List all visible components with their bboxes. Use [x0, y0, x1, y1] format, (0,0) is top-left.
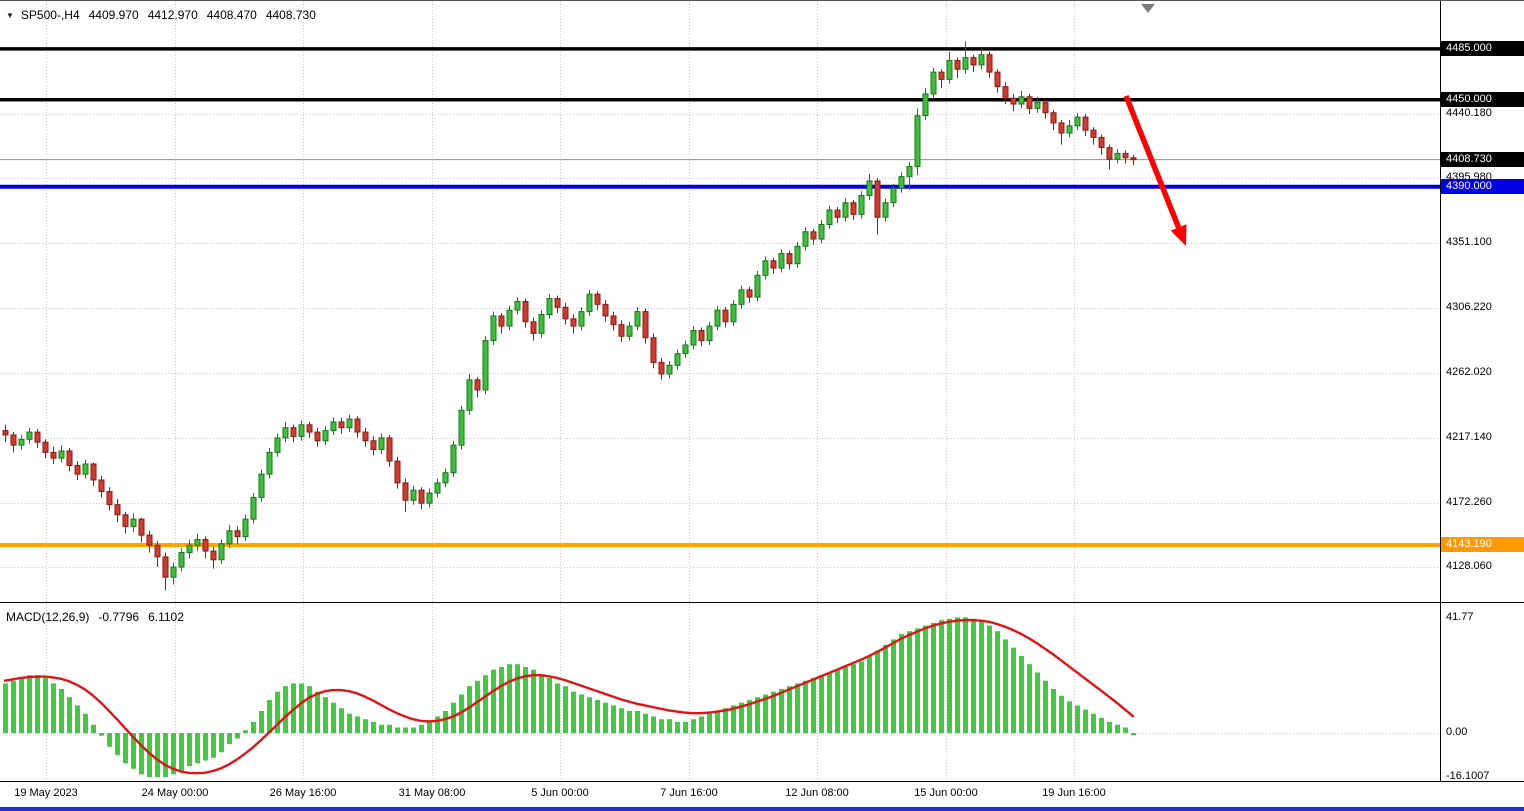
time-axis-label: 24 May 00:00	[141, 787, 209, 799]
time-axis-divider	[0, 781, 1524, 782]
time-axis-label: 31 May 08:00	[398, 787, 466, 799]
price-axis-badge: 4143.190	[1441, 537, 1524, 553]
time-axis[interactable]: 19 May 2023 24 May 00:00 26 May 16:00 31 Ma…	[0, 782, 1524, 806]
time-axis-label: 19 May 2023	[14, 787, 78, 799]
macd-canvas[interactable]	[0, 604, 1440, 782]
price-axis-badge: 4450.000	[1441, 92, 1524, 108]
chart-shift-marker-icon[interactable]	[1141, 4, 1155, 13]
price-axis-badge: 4390.000	[1441, 179, 1524, 195]
trend-arrow[interactable]	[1123, 94, 1187, 246]
time-axis-label: 5 Jun 00:00	[531, 787, 589, 799]
macd-indicator-label: MACD(12,26,9)	[6, 610, 90, 624]
time-axis-label: 12 Jun 08:00	[785, 787, 849, 799]
ohlc-open-value: 4409.970	[88, 8, 139, 22]
macd-axis-label: -16.1007	[1446, 770, 1490, 783]
symbol-dropdown-icon[interactable]: ▼	[6, 10, 14, 20]
price-axis-label: 4217.140	[1446, 430, 1492, 443]
ohlc-low-value: 4408.470	[206, 8, 257, 22]
horizontal-level-lines[interactable]	[0, 47, 1440, 547]
price-chart-panel[interactable]	[0, 1, 1440, 603]
macd-axis-label: 0.00	[1446, 726, 1468, 738]
chart-header: ▼ SP500-,H4 4409.970 4412.970 4408.470 4…	[6, 8, 316, 22]
macd-panel[interactable]	[0, 604, 1440, 782]
macd-signal-line	[3, 618, 1135, 775]
price-axis-label: 4172.260	[1446, 495, 1492, 508]
macd-axis-label: 41.77	[1446, 611, 1474, 623]
time-axis-label: 7 Jun 16:00	[660, 787, 718, 799]
symbol-period-label: SP500-,H4	[20, 8, 80, 22]
price-axis-label: 4306.220	[1446, 301, 1492, 314]
window-bottom-border	[0, 807, 1524, 811]
time-axis-label: 15 Jun 00:00	[914, 787, 978, 799]
price-axis-label: 4351.100	[1446, 236, 1492, 249]
price-chart-canvas[interactable]	[0, 1, 1440, 603]
chart-grid	[0, 1, 1440, 603]
macd-signal-value: 6.1102	[148, 610, 184, 624]
ohlc-high-value: 4412.970	[147, 8, 198, 22]
time-axis-label: 26 May 16:00	[269, 787, 337, 799]
time-axis-label: 19 Jun 16:00	[1042, 787, 1106, 799]
price-axis-separator	[1440, 1, 1441, 782]
macd-main-value: -0.7796	[98, 610, 140, 624]
price-axis-badge: 4485.000	[1441, 41, 1524, 57]
macd-header: MACD(12,26,9) -0.7796 6.1102	[6, 610, 184, 624]
price-axis-label: 4128.060	[1446, 559, 1492, 572]
candles	[2, 41, 1137, 591]
price-axis-badge: 4408.730	[1441, 152, 1524, 168]
ohlc-close-value: 4408.730	[265, 8, 316, 22]
price-axis-label: 4440.180	[1446, 106, 1492, 119]
price-axis[interactable]: 4440.180 4395.980 4351.100 4306.220 4262.020…	[1441, 1, 1524, 782]
price-axis-label: 4262.020	[1446, 365, 1492, 378]
macd-histogram	[3, 617, 1136, 778]
panel-divider[interactable]	[0, 602, 1524, 603]
